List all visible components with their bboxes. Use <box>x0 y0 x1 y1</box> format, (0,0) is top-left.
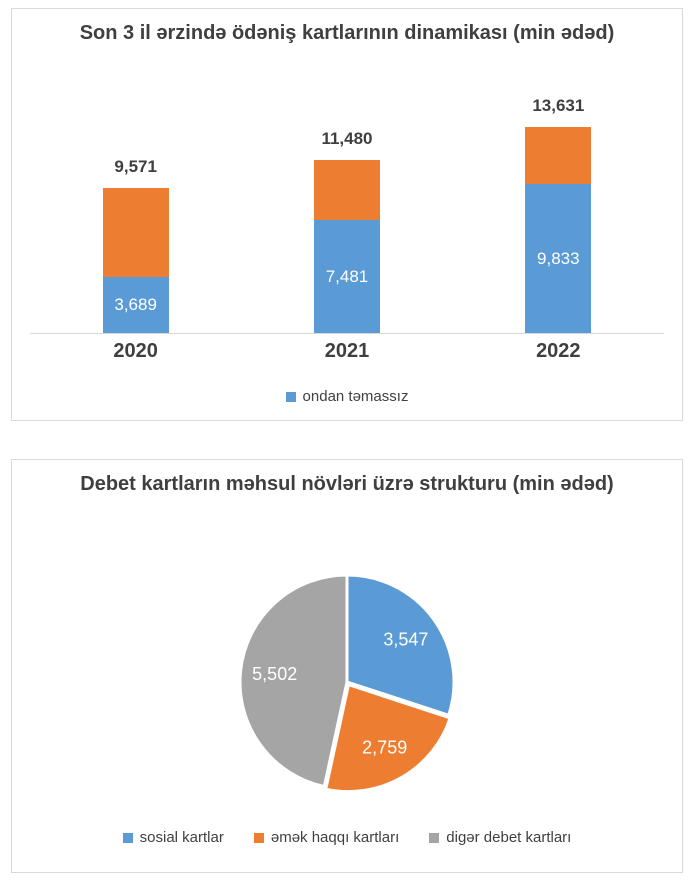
pie-slice-value-label: 2,759 <box>362 738 407 758</box>
bar-chart-x-axis: 2020 2021 2022 <box>30 334 664 363</box>
pie-slice-value-label: 3,547 <box>383 629 428 649</box>
pie-legend-item: digər debet kartları <box>429 829 571 846</box>
bar-total-label: 11,480 <box>321 129 373 148</box>
bar-segment-ondan-temassiz: 7,481 <box>313 220 380 333</box>
bar-segment-value-label: 7,481 <box>325 266 369 286</box>
bar-segment-value-label: 9,833 <box>537 248 580 268</box>
bar-legend-item: ondan təmassız <box>285 388 409 405</box>
bar-legend-label: ondan təmassız <box>302 388 409 405</box>
bar-segment-other <box>525 127 592 184</box>
pie-slice-sosial-kartlar <box>345 573 456 717</box>
pie-slice-emek-haqqi-kartlari <box>324 683 452 794</box>
bar-total-label: 13,631 <box>532 96 585 115</box>
bar-chart-legend: ondan təmassız <box>285 388 409 405</box>
x-axis-label-2020: 2020 <box>113 340 158 362</box>
x-axis-label-2021: 2021 <box>324 340 370 362</box>
bar-group-2020: 9,571 3,689 <box>30 157 241 333</box>
pie-legend-swatch-icon <box>122 832 133 843</box>
pie-legend-item: əmək haqqı kartları <box>253 829 400 846</box>
pie-chart-card: Debet kartların məhsul növləri üzrə stru… <box>11 459 683 873</box>
pie-legend-swatch-icon <box>429 832 440 843</box>
pie-legend-item: sosial kartlar <box>122 829 224 846</box>
bar-total-label: 9,571 <box>114 157 157 176</box>
pie-legend-label: digər debet kartları <box>446 829 572 846</box>
pie-legend-swatch-icon <box>253 832 264 843</box>
pie-slice-diger-debet-kartlari <box>238 573 349 789</box>
bar-legend-swatch-icon <box>285 391 296 402</box>
bar-segment-other <box>102 188 169 277</box>
bar-segment-ondan-temassiz: 9,833 <box>525 184 592 333</box>
bar-segment-value-label: 3,689 <box>114 295 157 314</box>
pie-chart-legend: sosial kartlar əmək haqqı kartları digər d… <box>122 829 571 846</box>
bar-group-2021: 11,480 7,481 <box>241 129 452 333</box>
bar-chart-plot-area: 9,571 3,689 11,480 7,481 13,631 9,833 <box>30 71 664 334</box>
bar-segment-ondan-temassiz: 3,689 <box>102 277 169 333</box>
pie-chart-area: 3,547 2,759 5,502 <box>231 566 463 798</box>
x-axis-label-2022: 2022 <box>536 340 581 362</box>
bar-segment-other <box>313 160 380 220</box>
bar-chart-title: Son 3 il ərzində ödəniş kartlarının dina… <box>79 22 615 44</box>
pie-chart-title: Debet kartların məhsul növləri üzrə stru… <box>80 473 614 495</box>
bar-group-2022: 13,631 9,833 <box>453 96 664 333</box>
pie-legend-label: əmək haqqı kartları <box>270 829 400 846</box>
pie-chart: 3,547 2,759 5,502 <box>238 573 456 794</box>
pie-slice-value-label: 5,502 <box>252 664 297 684</box>
pie-legend-label: sosial kartlar <box>139 829 224 846</box>
bar-chart-card: Son 3 il ərzində ödəniş kartlarının dina… <box>11 8 683 421</box>
